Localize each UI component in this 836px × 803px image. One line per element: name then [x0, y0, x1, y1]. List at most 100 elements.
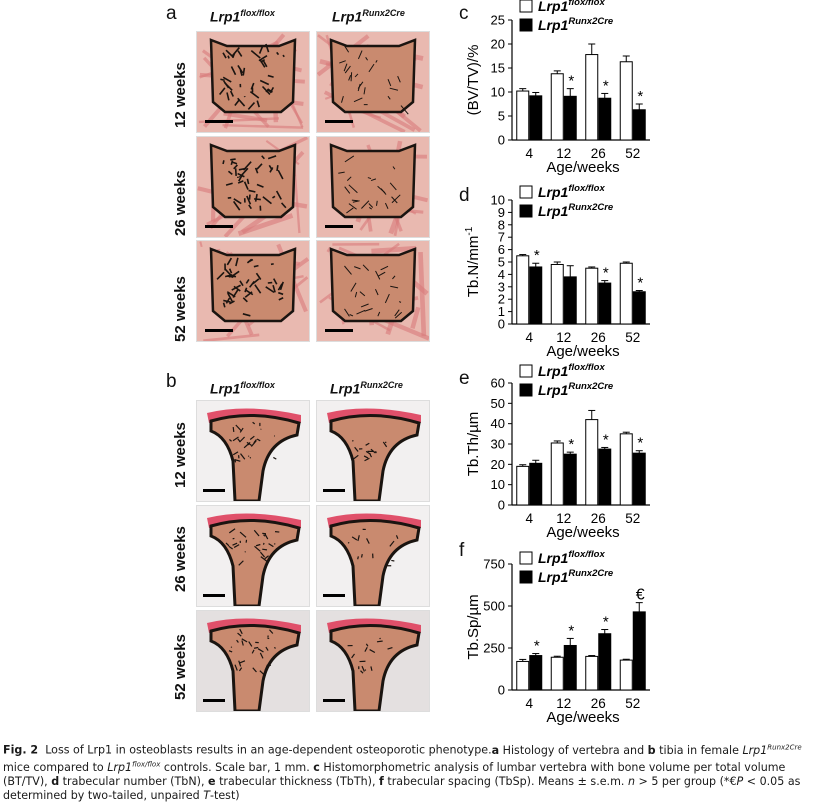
- y-axis-label-sup-d: -1: [464, 226, 475, 235]
- legend-label-d-0: Lrp1flox/flox: [538, 183, 605, 200]
- x-tick-label-d-2: 26: [591, 330, 606, 345]
- y-tick-label-c-5: 25: [491, 13, 505, 28]
- bar-d-flox-12: [550, 263, 564, 325]
- caption-bold-1: b: [647, 743, 656, 757]
- legend-label-sup-d-1: Runx2Cre: [568, 202, 614, 213]
- caption-bold-0: a: [491, 743, 500, 757]
- y-tick-label-f-1: 250: [483, 641, 505, 656]
- bar-f-cre-26: [598, 633, 612, 691]
- bar-f-flox-12: [550, 656, 564, 691]
- caption-text-5: trabecular number (TbN),: [59, 775, 209, 789]
- panel-b-row-label-12: 12 weeks: [172, 422, 189, 488]
- panel-d-letter: d: [459, 185, 470, 206]
- x-tick-label-e-0: 4: [525, 511, 533, 526]
- significance-marker-e-1: *: [568, 436, 574, 453]
- bar-e-cre-52: [632, 452, 646, 506]
- y-tick-label-d-6: 6: [498, 242, 505, 257]
- y-tick-label-e-1: 10: [491, 477, 505, 492]
- bar-c-flox-4: [516, 90, 530, 141]
- x-tick-label-f-1: 12: [556, 696, 571, 711]
- bar-f-flox-26: [585, 655, 599, 691]
- caption-bold-7: f: [379, 775, 384, 789]
- bar-c-cre-4: [529, 95, 543, 141]
- bar-c-flox-12: [550, 73, 564, 141]
- tibia-micrograph-1: [196, 400, 310, 502]
- caption-bold-6: e: [208, 775, 216, 789]
- x-tick-label-d-0: 4: [525, 330, 533, 345]
- y-tick-label-d-9: 9: [498, 205, 505, 220]
- legend-label-sup-d-0: flox/flox: [568, 183, 605, 194]
- panel-b-col-title-cre: Lrp1Runx2Cre: [330, 380, 403, 397]
- vertebra-micrograph-5: [196, 240, 310, 342]
- bar-f-cre-52: [632, 611, 646, 691]
- y-tick-label-d-10: 10: [491, 193, 505, 208]
- bar-e-cre-12: [563, 453, 577, 506]
- bar-c-cre-26: [598, 97, 612, 141]
- x-axis-label-f: Age/weeks: [546, 709, 619, 726]
- bar-f-flox-4: [516, 660, 530, 691]
- significance-marker-e-2: *: [603, 431, 609, 448]
- x-tick-label-f-2: 26: [591, 696, 606, 711]
- caption-italic-2: Lrp1: [742, 743, 768, 757]
- chart-d: 0 1 2 3 4 5 6 7 8 9 10 4 * 12 26 * 52 * Age/weeks Tb.N/mm-1…: [440, 182, 660, 367]
- y-tick-label-d-3: 3: [498, 279, 505, 294]
- tibia-micrograph-2: [316, 400, 430, 502]
- caption-text-8: > 5 per group (*€: [634, 775, 737, 789]
- legend-swatch-d-1: [519, 204, 533, 218]
- bar-d-cre-52: [632, 291, 646, 325]
- panel-b-col-title-flox: Lrp1flox/flox: [210, 380, 275, 397]
- caption-bold-4: c: [313, 761, 320, 775]
- significance-marker-d-0: *: [534, 247, 540, 264]
- y-tick-label-c-4: 20: [491, 37, 505, 52]
- tibia-micrograph-6: [316, 610, 430, 712]
- legend-label-e-1: Lrp1Runx2Cre: [538, 381, 614, 398]
- chart-f: 0 250 500 750 4 * 12 * 26 * 52 € Age/weeks Tb.Sp/µm Lr…: [440, 540, 660, 730]
- vertebra-micrograph-4: [316, 136, 430, 238]
- legend-label-e-0: Lrp1flox/flox: [538, 362, 605, 379]
- x-tick-label-d-3: 52: [625, 330, 640, 345]
- caption-text-2: mice compared to: [3, 761, 108, 775]
- caption-italic-9: P: [736, 775, 744, 789]
- legend-swatch-c-0: [519, 0, 533, 13]
- y-tick-label-d-0: 0: [498, 317, 505, 332]
- bar-d-flox-52: [619, 262, 633, 325]
- x-axis-label-c: Age/weeks: [546, 159, 619, 176]
- bar-e-flox-52: [619, 433, 633, 506]
- vertebra-micrograph-1: [196, 31, 310, 133]
- caption-text-9: < 0.05 as determined by two-tailed, unpa…: [3, 775, 801, 803]
- bar-c-cre-52: [632, 109, 646, 141]
- significance-marker-c-2: *: [603, 77, 609, 94]
- bar-c-flox-52: [619, 61, 633, 141]
- legend-label-f-0: Lrp1flox/flox: [538, 549, 605, 566]
- tibia-micrograph-5: [196, 610, 310, 712]
- legend-swatch-c-1: [519, 18, 533, 32]
- bar-e-cre-4: [529, 462, 543, 506]
- significance-marker-f-0: *: [534, 638, 540, 655]
- x-tick-label-f-0: 4: [525, 696, 533, 711]
- panel-b-row-label-52: 52 weeks: [172, 634, 189, 700]
- caption-text-1: tibia in female: [655, 743, 743, 757]
- y-tick-label-e-6: 60: [491, 376, 505, 391]
- y-tick-label-d-2: 2: [498, 292, 505, 307]
- legend-label-sup-f-1: Runx2Cre: [568, 568, 614, 579]
- y-tick-label-d-8: 8: [498, 217, 505, 232]
- x-axis-label-e: Age/weeks: [546, 524, 619, 541]
- legend-swatch-f-0: [519, 551, 533, 565]
- panel-a-col-title-cre: Lrp1Runx2Cre: [332, 8, 405, 25]
- x-tick-label-c-3: 52: [625, 146, 640, 161]
- bar-c-cre-12: [563, 95, 577, 141]
- caption-italic-3: Lrp1: [107, 761, 133, 775]
- tibia-micrograph-4: [316, 505, 430, 607]
- y-tick-label-d-7: 7: [498, 230, 505, 245]
- caption-text-4: Histomorphometric analysis of lumbar ver…: [3, 761, 786, 789]
- caption-text-0: Histology of vertebra and: [499, 743, 648, 757]
- y-tick-label-e-4: 40: [491, 416, 505, 431]
- y-tick-label-e-0: 0: [498, 498, 505, 513]
- panel-a-row-label-26: 26 weeks: [172, 170, 189, 236]
- significance-marker-c-1: *: [568, 73, 574, 90]
- y-tick-label-c-3: 15: [491, 61, 505, 76]
- panel-a-letter: a: [166, 3, 177, 24]
- legend-label-sup-e-0: flox/flox: [568, 362, 605, 373]
- legend-label-sup-c-0: flox/flox: [568, 0, 605, 8]
- y-tick-label-e-5: 50: [491, 396, 505, 411]
